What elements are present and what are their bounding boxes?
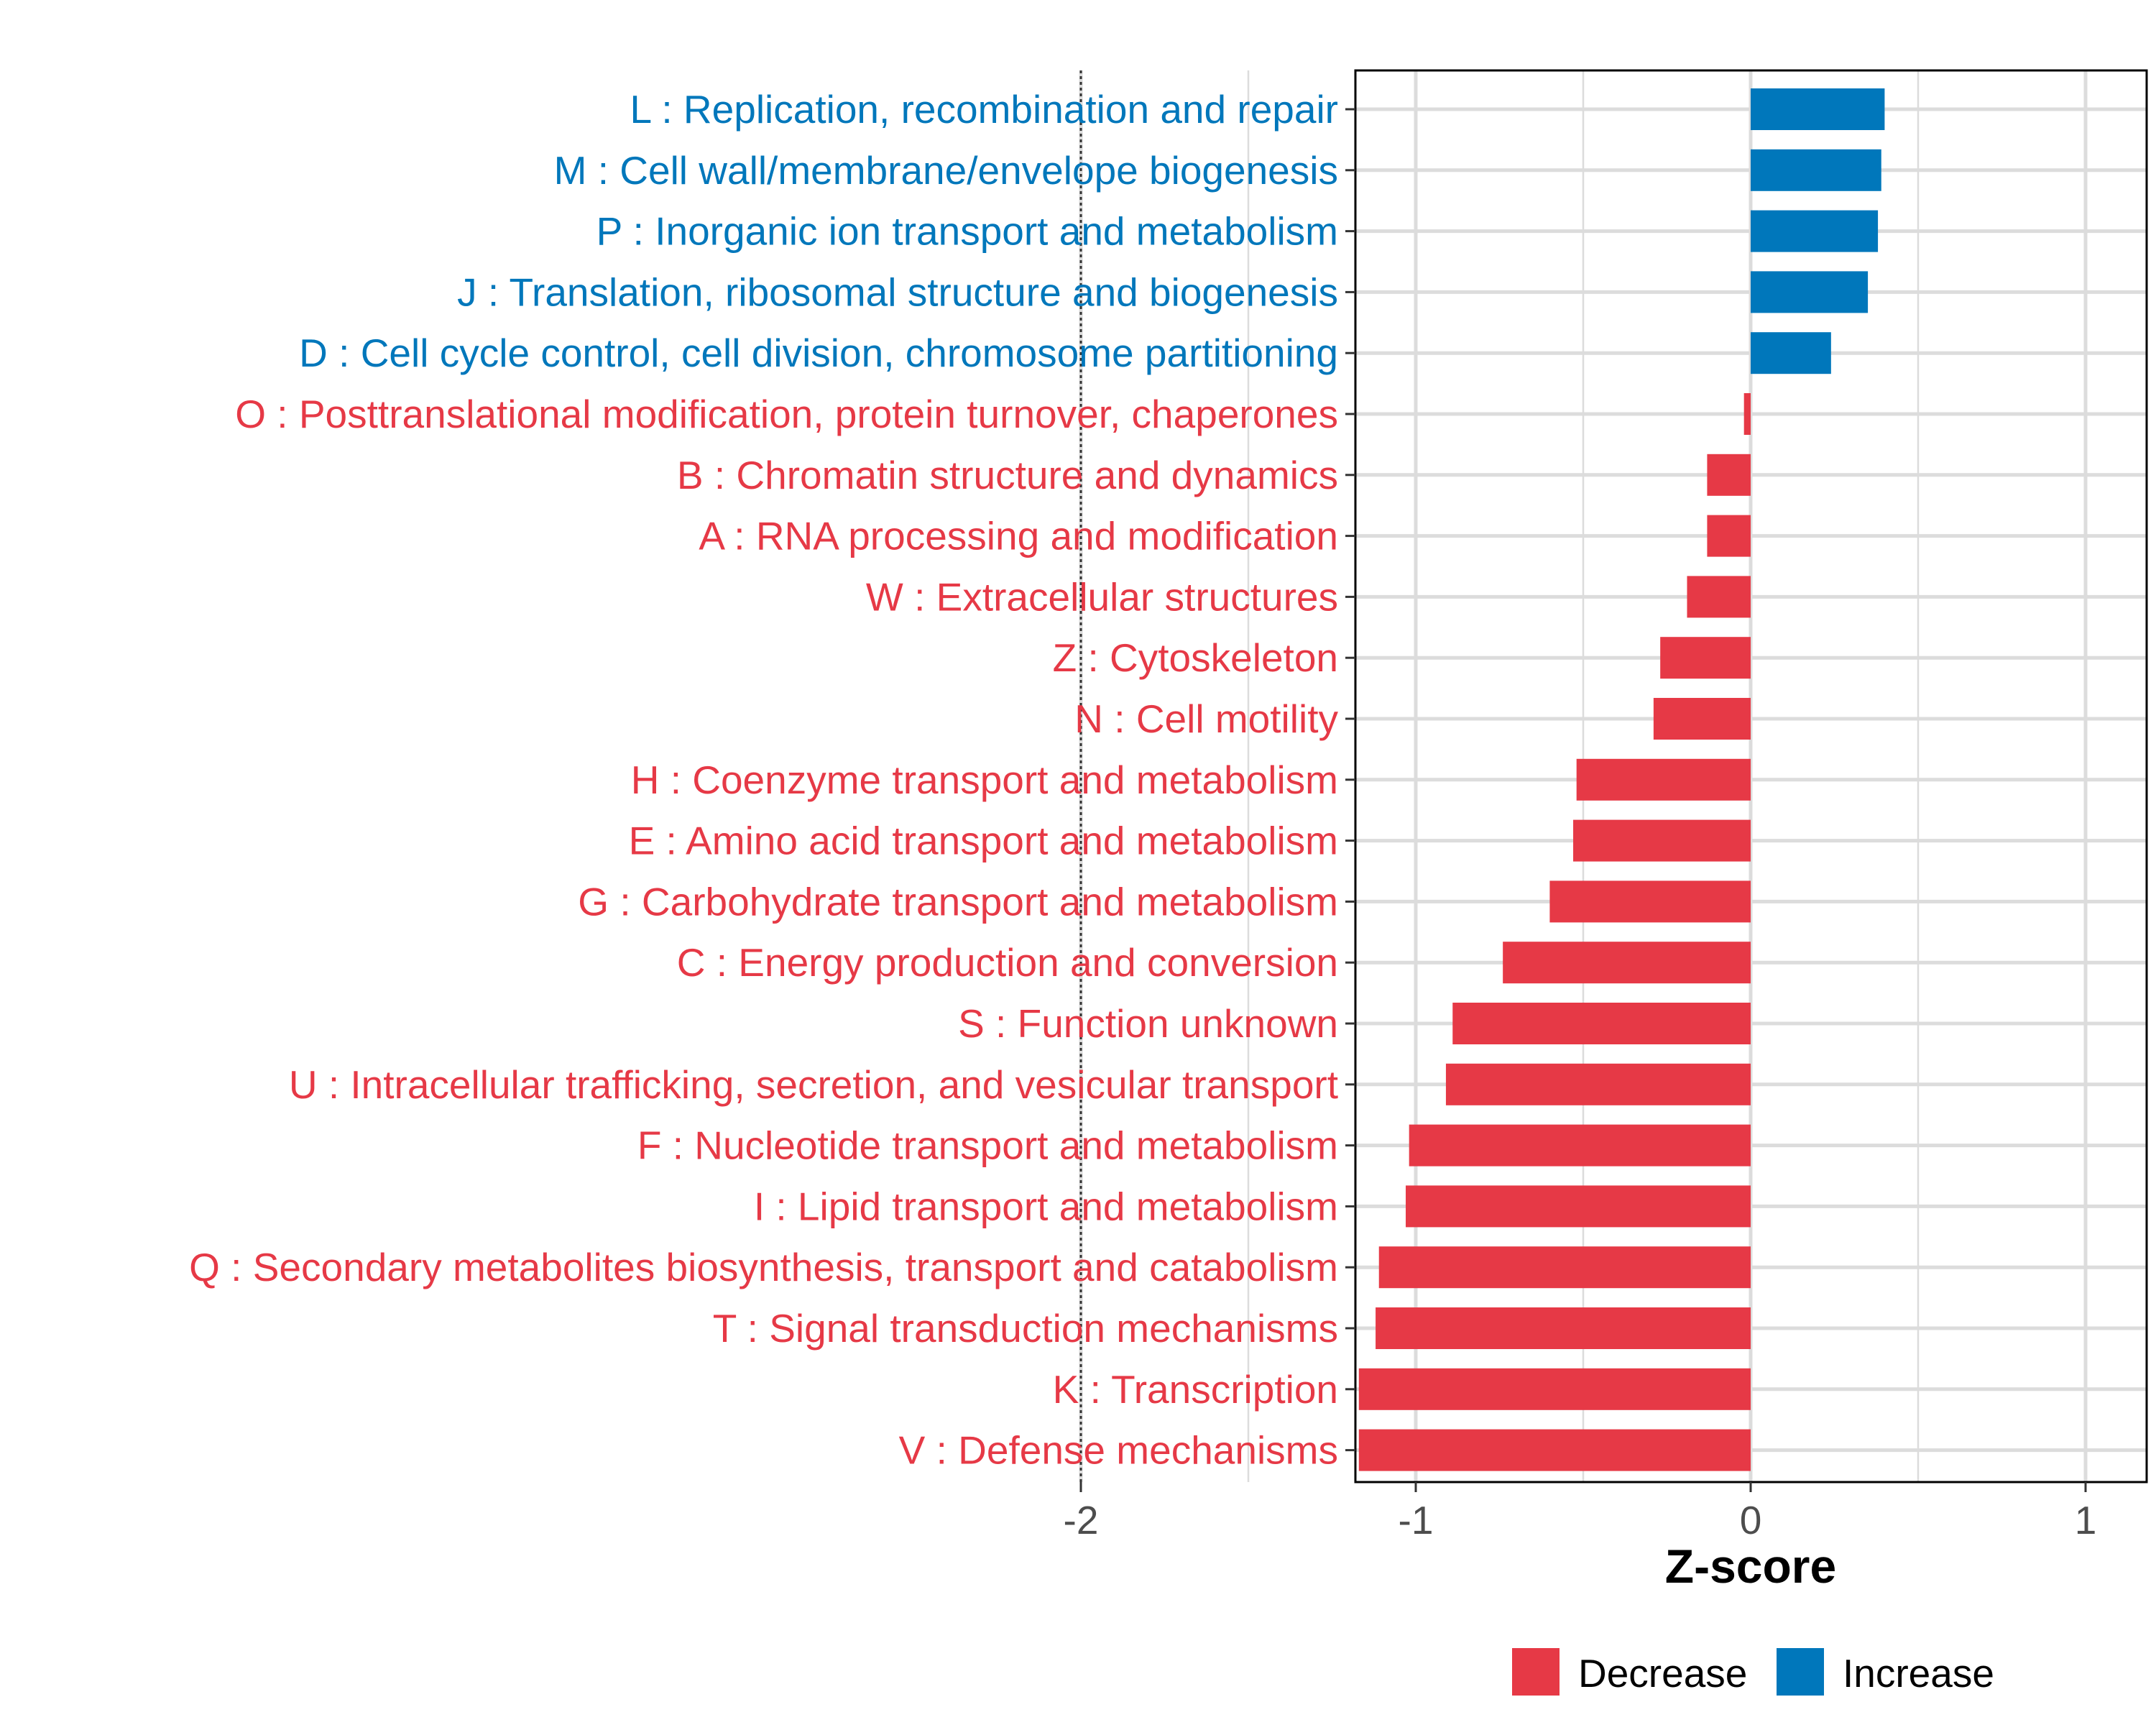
bar-u <box>1445 1063 1751 1105</box>
legend-label-decrease: Decrease <box>1578 1651 1747 1696</box>
bar-d <box>1751 332 1831 374</box>
legend-label-increase: Increase <box>1843 1651 1994 1696</box>
category-label: V : Defense mechanisms <box>899 1428 1338 1473</box>
bar-q <box>1378 1246 1751 1289</box>
bar-p <box>1751 210 1879 252</box>
category-label: A : RNA processing and modification <box>699 514 1338 558</box>
bars <box>1358 88 1885 1471</box>
category-label: Z : Cytoskeleton <box>1053 635 1338 680</box>
x-tick-label: 1 <box>2075 1498 2097 1542</box>
category-label: Q : Secondary metabolites biosynthesis, … <box>189 1245 1338 1289</box>
bar-f <box>1409 1124 1751 1167</box>
category-label: C : Energy production and conversion <box>677 940 1338 985</box>
bar-o <box>1743 393 1751 435</box>
category-label: L : Replication, recombination and repai… <box>630 87 1338 132</box>
category-label: J : Translation, ribosomal structure and… <box>457 270 1338 314</box>
category-label: T : Signal transduction mechanisms <box>713 1306 1338 1351</box>
bar-e <box>1573 819 1751 862</box>
bar-a <box>1707 515 1751 557</box>
bar-c <box>1503 942 1751 984</box>
category-label: N : Cell motility <box>1074 696 1338 741</box>
category-label: H : Coenzyme transport and metabolism <box>631 758 1338 802</box>
legend-key-decrease <box>1512 1648 1560 1696</box>
y-axis: L : Replication, recombination and repai… <box>189 87 1355 1473</box>
bar-m <box>1751 149 1881 191</box>
bar-s <box>1452 1003 1751 1044</box>
category-label: P : Inorganic ion transport and metaboli… <box>596 209 1338 254</box>
bar-t <box>1376 1307 1751 1349</box>
bar-h <box>1576 758 1751 801</box>
bar-n <box>1653 698 1751 740</box>
category-label: D : Cell cycle control, cell division, c… <box>299 331 1338 375</box>
bar-b <box>1707 454 1751 496</box>
category-label: O : Posttranslational modification, prot… <box>235 392 1338 436</box>
x-axis: -2-1012 <box>1064 1482 2097 1542</box>
bar-k <box>1358 1368 1751 1410</box>
x-tick-label: -2 <box>1064 1498 1099 1542</box>
category-label: K : Transcription <box>1053 1367 1338 1412</box>
category-label: U : Intracellular trafficking, secretion… <box>289 1062 1338 1107</box>
x-tick-label: 0 <box>1740 1498 1762 1542</box>
category-label: F : Nucleotide transport and metabolism <box>637 1123 1338 1168</box>
bar-j <box>1751 271 1869 313</box>
category-label: S : Function unknown <box>958 1001 1338 1046</box>
bar-z <box>1660 637 1751 679</box>
bar-w <box>1687 576 1751 618</box>
x-tick-label: -1 <box>1399 1498 1434 1542</box>
bar-i <box>1406 1185 1751 1228</box>
category-label: W : Extracellular structures <box>866 574 1338 619</box>
category-label: I : Lipid transport and metabolism <box>754 1184 1338 1228</box>
category-label: G : Carbohydrate transport and metabolis… <box>578 879 1338 924</box>
bar-g <box>1549 880 1751 923</box>
x-axis-title: Z-score <box>1665 1540 1836 1593</box>
legend: Decrease Increase <box>1512 1648 1994 1696</box>
legend-key-increase <box>1777 1648 1824 1696</box>
bar-l <box>1751 88 1885 130</box>
bar-v <box>1358 1429 1751 1471</box>
category-label: B : Chromatin structure and dynamics <box>677 453 1338 497</box>
category-label: E : Amino acid transport and metabolism <box>629 819 1338 863</box>
category-label: M : Cell wall/membrane/envelope biogenes… <box>554 148 1338 193</box>
